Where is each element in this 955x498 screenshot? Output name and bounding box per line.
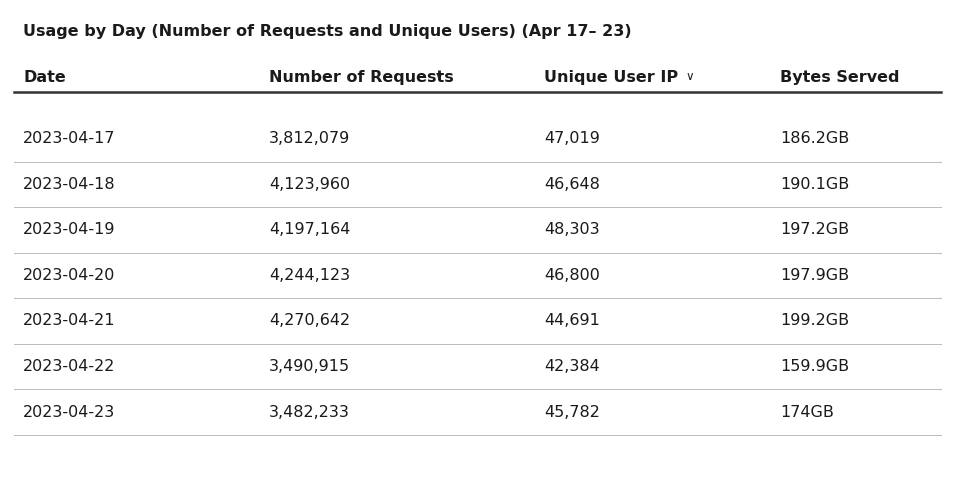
Text: 2023-04-18: 2023-04-18 (23, 177, 116, 192)
Text: Bytes Served: Bytes Served (780, 70, 900, 85)
Text: 4,197,164: 4,197,164 (269, 223, 350, 238)
Text: ∨: ∨ (435, 70, 443, 83)
Text: 4,244,123: 4,244,123 (269, 268, 350, 283)
Text: 190.1GB: 190.1GB (780, 177, 850, 192)
Text: 4,123,960: 4,123,960 (269, 177, 350, 192)
Text: 3,812,079: 3,812,079 (269, 131, 350, 146)
Text: ∨: ∨ (686, 70, 694, 83)
Text: 3,482,233: 3,482,233 (269, 404, 350, 419)
Text: 42,384: 42,384 (543, 359, 600, 374)
Text: 45,782: 45,782 (543, 404, 600, 419)
Text: 4,270,642: 4,270,642 (269, 313, 350, 329)
Text: Usage by Day (Number of Requests and Unique Users) (Apr 17– 23): Usage by Day (Number of Requests and Uni… (23, 24, 631, 39)
Text: 47,019: 47,019 (543, 131, 600, 146)
Text: 2023-04-23: 2023-04-23 (23, 404, 116, 419)
Text: Unique User IP: Unique User IP (543, 70, 678, 85)
Text: 199.2GB: 199.2GB (780, 313, 850, 329)
Text: 174GB: 174GB (780, 404, 835, 419)
Text: Date: Date (23, 70, 66, 85)
Text: 197.2GB: 197.2GB (780, 223, 850, 238)
Text: 2023-04-20: 2023-04-20 (23, 268, 116, 283)
Text: 159.9GB: 159.9GB (780, 359, 850, 374)
Text: 197.9GB: 197.9GB (780, 268, 850, 283)
Text: 48,303: 48,303 (543, 223, 600, 238)
Text: 46,800: 46,800 (543, 268, 600, 283)
Text: 2023-04-19: 2023-04-19 (23, 223, 116, 238)
Text: 2023-04-21: 2023-04-21 (23, 313, 116, 329)
Text: 46,648: 46,648 (543, 177, 600, 192)
Text: 44,691: 44,691 (543, 313, 600, 329)
Text: Number of Requests: Number of Requests (269, 70, 454, 85)
Text: 2023-04-17: 2023-04-17 (23, 131, 116, 146)
Text: 3,490,915: 3,490,915 (269, 359, 350, 374)
Text: 186.2GB: 186.2GB (780, 131, 850, 146)
Text: 2023-04-22: 2023-04-22 (23, 359, 116, 374)
